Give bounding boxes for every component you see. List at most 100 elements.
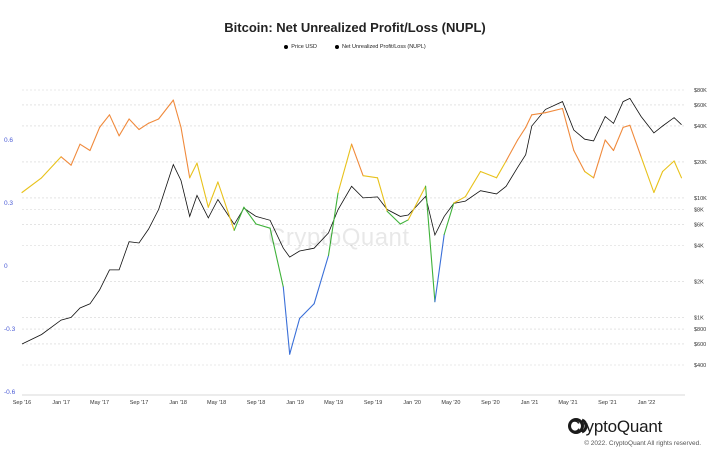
series-nupl-segment	[653, 170, 664, 194]
watermark: CryptoQuant	[268, 224, 410, 251]
legend-item-nupl[interactable]: Net Unrealized Profit/Loss (NUPL)	[334, 44, 426, 50]
y-right-tick-label: $8K	[694, 208, 704, 214]
x-tick-label: Jan '17	[52, 400, 70, 406]
series-nupl-segment	[180, 126, 191, 179]
series-nupl-segment	[386, 210, 401, 225]
y-left-tick-label: 0.6	[4, 137, 13, 144]
series-price-line	[21, 97, 682, 345]
series-nupl-segment	[313, 254, 330, 305]
series-nupl-segment	[158, 99, 174, 120]
series-nupl-segment	[189, 162, 198, 179]
series-nupl-segment	[282, 286, 291, 355]
series-nupl-segment	[217, 181, 235, 231]
y-right-tick-label: $4K	[694, 243, 704, 249]
x-tick-label: May '21	[558, 400, 577, 406]
series-nupl-segment	[376, 177, 388, 212]
series-nupl-segment	[673, 160, 683, 179]
cryptoquant-logo-icon	[568, 418, 588, 434]
series-nupl-segment	[584, 170, 595, 179]
brand-logo: CryptoQuant	[568, 417, 662, 437]
x-tick-label: Jan '20	[403, 400, 421, 406]
series-nupl-segment	[662, 160, 675, 173]
x-tick-label: Sep '17	[130, 400, 148, 406]
x-tick-label: May '19	[324, 400, 343, 406]
y-right-tick-label: $400	[694, 363, 706, 369]
series-nupl-segment	[41, 156, 62, 179]
series-nupl-segment	[172, 99, 182, 128]
x-tick-label: Jan '18	[169, 400, 187, 406]
series-nupl-segment	[60, 156, 72, 166]
series-nupl-segment	[79, 143, 91, 152]
legend-label-price: Price USD	[291, 44, 317, 50]
x-tick-label: Sep '18	[247, 400, 265, 406]
series-nupl-segment	[425, 185, 436, 303]
x-tick-label: Jan '22	[638, 400, 656, 406]
series-nupl-segment	[622, 124, 631, 128]
series-nupl-segment	[233, 206, 245, 231]
brand-name: CryptoQuant	[568, 417, 663, 436]
y-right-tick-label: $80K	[694, 88, 707, 94]
series-nupl-segment	[289, 317, 301, 355]
y-right-tick-label: $10K	[694, 196, 707, 202]
series-nupl-segment	[108, 114, 120, 137]
x-tick-label: Jan '19	[286, 400, 304, 406]
series-nupl-segment	[243, 206, 257, 225]
series-nupl-segment	[464, 170, 482, 198]
series-nupl-segment	[479, 170, 498, 179]
x-tick-label: Sep '21	[598, 400, 616, 406]
y-right-tick-label: $20K	[694, 160, 707, 166]
chart-title: Bitcoin: Net Unrealized Profit/Loss (NUP…	[224, 20, 486, 35]
series-nupl-segment	[351, 143, 364, 177]
y-left-tick-label: -0.3	[4, 326, 16, 333]
x-tick-label: Sep '20	[481, 400, 499, 406]
series-nupl-segment	[299, 303, 315, 320]
series-nupl-segment	[505, 139, 519, 162]
x-tick-label: May '20	[441, 400, 460, 406]
series-nupl-segment	[337, 143, 353, 194]
series-nupl-segment	[573, 149, 586, 173]
y-right-tick-label: $40K	[694, 124, 707, 130]
x-tick-label: Jan '21	[521, 400, 539, 406]
series-nupl-segment	[196, 162, 209, 208]
y-right-tick-label: $1K	[694, 315, 704, 321]
legend-dot-icon	[284, 45, 289, 49]
series-nupl-segment	[327, 191, 339, 257]
series-nupl-segment	[118, 118, 130, 137]
series-nupl-segment	[640, 156, 655, 194]
series-nupl-segment	[453, 196, 466, 204]
series-nupl-segment	[525, 114, 533, 128]
series-nupl-segment	[407, 185, 427, 221]
series-nupl-segment	[148, 118, 160, 124]
y-left-tick-label: 0.3	[4, 200, 13, 207]
series-nupl-segment	[255, 223, 271, 229]
legend-dot-icon	[334, 45, 339, 49]
series-nupl-segment	[89, 126, 101, 152]
legend: Price USD Net Unrealized Profit/Loss (NU…	[0, 44, 710, 50]
copyright-text: © 2022. CryptoQuant All rights reserved.	[584, 440, 701, 447]
series-nupl-segment	[362, 175, 379, 179]
series-nupl-segment	[531, 112, 547, 116]
y-right-tick-label: $600	[694, 342, 706, 348]
y-left-tick-label: -0.6	[4, 389, 16, 396]
series-nupl-segment	[207, 181, 219, 208]
series-nupl-segment	[128, 118, 140, 131]
y-right-tick-label: $6K	[694, 222, 704, 228]
series-nupl-segment	[629, 124, 642, 158]
series-nupl-segment	[593, 139, 606, 179]
series-nupl-segment	[561, 107, 575, 152]
series-nupl-segment	[99, 114, 111, 128]
series-nupl-segment	[612, 126, 624, 152]
x-tick-label: Sep '19	[364, 400, 382, 406]
series-nupl-segment	[70, 143, 81, 166]
legend-label-nupl: Net Unrealized Profit/Loss (NUPL)	[341, 44, 426, 50]
legend-item-price[interactable]: Price USD	[284, 44, 317, 50]
x-tick-label: May '18	[207, 400, 226, 406]
series-nupl-segment	[604, 139, 615, 152]
y-right-tick-label: $60K	[694, 103, 707, 109]
y-left-tick-label: 0	[4, 263, 8, 270]
y-right-tick-label: $800	[694, 327, 706, 333]
x-tick-label: Sep '16	[13, 400, 31, 406]
series-nupl-segment	[443, 202, 455, 236]
